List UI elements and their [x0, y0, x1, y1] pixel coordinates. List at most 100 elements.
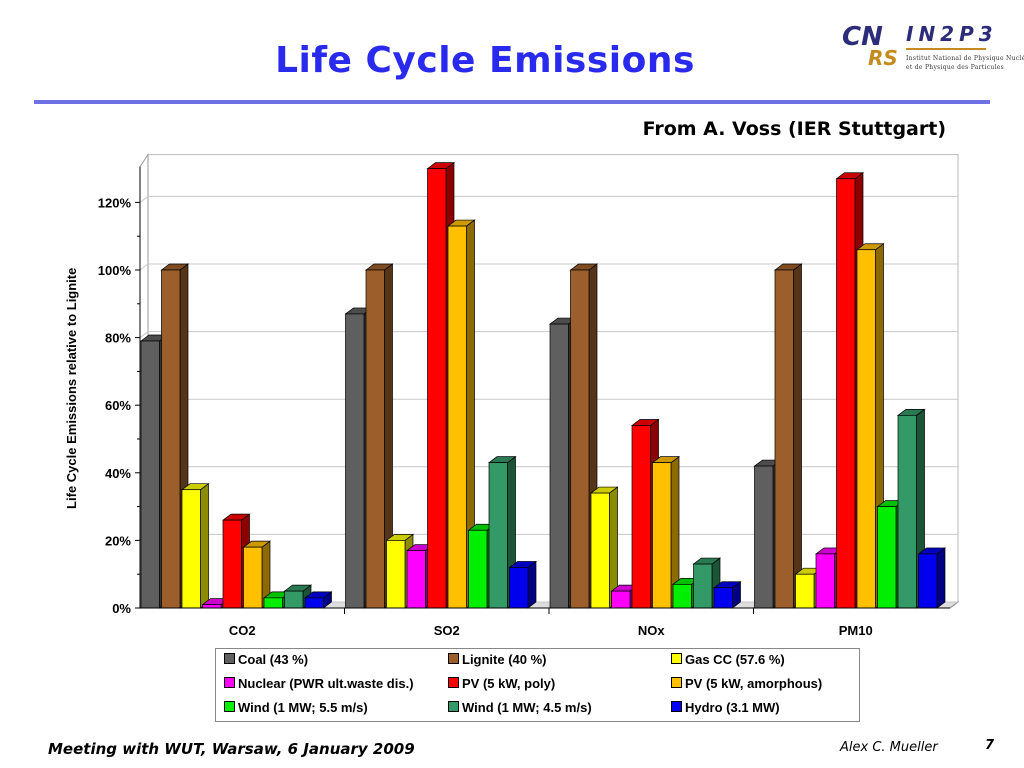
cnrs-logo: CN RS — [840, 18, 900, 76]
bar-front — [570, 269, 590, 609]
legend-swatch — [224, 653, 235, 664]
legend-item: Wind (1 MW; 5.5 m/s) — [224, 700, 368, 716]
footer-author: Alex C. Mueller — [840, 740, 938, 755]
legend-swatch — [671, 701, 682, 712]
y-tick-label: 60% — [105, 398, 131, 413]
emissions-bar-chart: 0% 20% 40% 60% 80% 100% 120% Life Cycle Emissio… — [64, 152, 960, 638]
legend-item: Hydro (3.1 MW) — [671, 700, 780, 716]
y-tick-label: 100% — [98, 263, 132, 278]
in2p3-logo-text: IN2P3 — [906, 22, 998, 46]
bar-front — [918, 553, 938, 609]
legend-item: Wind (1 MW; 4.5 m/s) — [448, 700, 592, 716]
legend-swatch — [448, 677, 459, 688]
y-tick-label: 40% — [105, 466, 131, 481]
bar-front — [161, 269, 181, 609]
logo-subtitle-line1: Institut National de Physique Nucléaire — [906, 55, 1024, 62]
y-axis-label: Life Cycle Emissions relative to Lignite — [64, 268, 79, 509]
bar-front — [795, 573, 815, 609]
bar — [712, 581, 742, 609]
slide-title: Life Cycle Emissions — [275, 40, 695, 81]
bar-side — [793, 263, 802, 609]
bar — [180, 483, 210, 609]
bar — [569, 263, 599, 609]
x-tick-label: CO2 — [229, 623, 256, 638]
chart-legend: Coal (43 %) Lignite (40 %) Gas CC (57.6 %)… — [215, 648, 860, 722]
y-tick-label: 20% — [105, 533, 131, 548]
bar-front — [386, 540, 406, 609]
bar-front — [284, 590, 304, 609]
x-tick-label: NOx — [638, 623, 666, 638]
legend-item: Lignite (40 %) — [448, 652, 547, 668]
bar-front — [590, 492, 610, 609]
page-number: 7 — [985, 738, 995, 753]
source-credit: From A. Voss (IER Stuttgart) — [642, 118, 946, 140]
bar-front — [488, 462, 508, 609]
bar-front — [140, 340, 160, 609]
legend-swatch — [448, 701, 459, 712]
legend-swatch — [448, 653, 459, 664]
bar-front — [652, 462, 672, 609]
title-underline — [34, 100, 990, 104]
legend-item: PV (5 kW, poly) — [448, 676, 555, 692]
cnrs-logo-part1: CN — [842, 22, 883, 52]
bar-side — [200, 483, 209, 609]
legend-swatch — [671, 653, 682, 664]
bar-front — [427, 168, 447, 609]
bar-front — [243, 546, 263, 609]
bar-side — [527, 560, 537, 609]
bar — [896, 408, 926, 609]
bar-front — [611, 590, 631, 609]
bar — [446, 219, 476, 609]
bar-front — [304, 597, 324, 609]
bar-front — [365, 269, 385, 609]
bar — [589, 486, 619, 609]
bar-front — [672, 583, 692, 609]
bar-front — [693, 563, 713, 609]
x-tick-label: PM10 — [839, 623, 873, 638]
legend-label: Lignite (40 %) — [462, 652, 547, 667]
cnrs-logo-part2: RS — [868, 46, 898, 70]
bar-front — [774, 269, 794, 609]
y-gridline-side — [139, 196, 149, 203]
bar-front — [549, 323, 569, 609]
y-gridline-side — [139, 331, 149, 339]
legend-item: Gas CC (57.6 %) — [671, 652, 785, 668]
logo-divider — [906, 48, 986, 50]
logo-subtitle-line2: et de Physique des Particules — [906, 64, 1005, 71]
x-tick-label: SO2 — [434, 623, 460, 638]
bar-front — [509, 567, 529, 609]
y-tick-label: 120% — [98, 195, 132, 210]
legend-swatch — [224, 701, 235, 712]
bar-front — [263, 597, 283, 609]
legend-label: PV (5 kW, amorphous) — [685, 676, 823, 691]
legend-label: PV (5 kW, poly) — [462, 676, 556, 691]
legend-label: Wind (1 MW; 5.5 m/s) — [238, 700, 368, 715]
legend-swatch — [671, 677, 682, 688]
bar-front — [406, 550, 426, 609]
bar-front — [815, 553, 835, 609]
bar-front — [754, 465, 774, 609]
bar-front — [836, 178, 856, 609]
bar-front — [897, 414, 917, 609]
bar-front — [713, 587, 733, 609]
bar-front — [202, 604, 222, 609]
bar-front — [468, 529, 488, 609]
bar — [773, 263, 803, 609]
cnrs-in2p3-logo: CN RS IN2P3 Institut National de Physiqu… — [840, 18, 1024, 80]
bar-side — [936, 547, 946, 609]
bar — [917, 547, 947, 609]
bar-front — [631, 425, 651, 609]
logo-subtitle: Institut National de Physique Nucléaire … — [906, 54, 1024, 72]
bar-front — [222, 519, 242, 609]
footer-meeting: Meeting with WUT, Warsaw, 6 January 2009 — [48, 740, 415, 758]
bar-front — [181, 489, 201, 609]
y-tick-label: 0% — [112, 601, 131, 616]
legend-item: PV (5 kW, amorphous) — [671, 676, 822, 692]
legend-label: Gas CC (57.6 %) — [685, 652, 785, 667]
bar — [651, 455, 681, 609]
bar — [303, 591, 333, 609]
bar-front — [877, 506, 897, 609]
legend-swatch — [224, 677, 235, 688]
bar-front — [447, 225, 467, 609]
bar — [855, 243, 885, 609]
